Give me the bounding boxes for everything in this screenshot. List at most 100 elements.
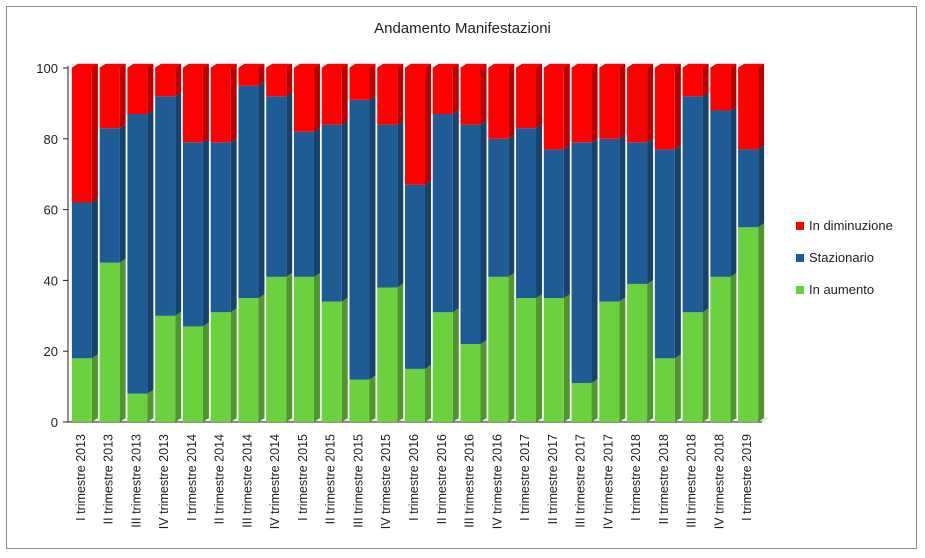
bar-top-face [404,63,432,69]
bar-in-aumento [571,379,598,422]
bar-top-face [681,63,710,69]
bar-side-face [536,124,543,299]
bar-side-face [702,308,709,422]
bar-side-face [341,64,348,125]
bar-front-face [127,114,148,394]
y-tick-label: 20 [44,344,58,359]
bar-front-face [488,276,509,422]
bar-top-face [265,63,294,69]
bar-in-aumento [155,311,182,422]
bar-top-face [376,63,405,69]
bar-front-face [543,149,564,299]
bar-front-face [516,68,537,129]
bar-front-face [738,149,759,228]
bar-stazionario [627,138,654,284]
bar-in-aumento [710,272,737,422]
bar-stazionario [710,106,737,277]
bar-side-face [647,138,654,284]
bar-side-face [425,64,431,185]
bar-side-face [730,272,737,422]
bar-top-face [737,63,765,69]
bar-stack [459,63,488,422]
bar-side-face [175,64,182,97]
bar-stazionario [349,95,376,380]
bar-front-face [99,128,120,263]
bar-in-aumento [516,294,543,422]
bar-in-aumento [182,322,209,422]
bar-stazionario [293,127,320,277]
y-tick-label: 60 [44,203,58,218]
bar-stack [542,63,571,422]
bar-front-face [155,96,176,316]
bar-front-face [654,149,675,359]
bar-in-aumento [127,389,154,422]
bar-side-face [202,138,209,327]
bar-stazionario [488,134,515,277]
bar-side-face [369,95,376,380]
bar-in-diminuzione [431,63,460,115]
x-tick-label: IV trimestre 2018 [712,434,726,529]
bar-side-face [369,375,376,422]
bar-front-face [71,202,92,359]
bar-front-face [155,315,176,422]
bar-front-face [432,312,453,422]
bar-front-face [682,96,703,313]
bar-front-face [710,276,731,422]
bar-front-face [210,68,231,143]
bar-stazionario [377,120,404,288]
bar-in-diminuzione [265,63,294,97]
bar-side-face [369,64,376,100]
bar-top-face [98,63,127,69]
bar-stazionario [127,110,154,394]
bar-in-aumento [349,375,376,422]
bar-in-diminuzione [98,63,127,129]
bar-side-face [119,258,126,422]
bar-side-face [313,272,320,422]
bar-stack [237,63,266,422]
bar-front-face [654,358,675,422]
bar-side-face [758,64,765,150]
bar-front-face [266,276,287,422]
bar-front-face [238,298,259,422]
bar-side-face [258,64,265,86]
bar-side-face [313,127,320,277]
bar-side-face [313,64,320,132]
bar-side-face [647,279,654,422]
bar-stazionario [599,134,626,302]
bar-stazionario [432,110,459,313]
bar-side-face [563,64,570,150]
bar-front-face [405,184,425,369]
bar-in-diminuzione [348,63,377,100]
bar-stazionario [266,92,293,277]
bar-front-face [460,124,481,345]
y-tick-labels: 0 20 40 60 80 100 [36,61,58,430]
bar-top-face [320,63,349,69]
bar-side-face [397,120,404,288]
bar-side-face [480,120,487,345]
bar-in-diminuzione [154,63,182,97]
y-tick-label: 100 [36,61,58,76]
bar-front-face [266,68,287,97]
bar-side-face [508,64,515,139]
bar-side-face [619,134,626,302]
bar-side-face [508,134,515,277]
bar-in-aumento [405,364,431,422]
bar-side-face [591,138,598,384]
bar-front-face [654,68,675,150]
bar-side-face [508,272,515,422]
bar-side-face [452,110,459,313]
bar-stazionario [238,81,265,299]
x-tick-label: I trimestre 2018 [629,434,643,521]
bar-top-face [237,63,266,69]
bar-stack [71,63,99,422]
bar-front-face [460,344,481,422]
bar-front-face [238,68,259,86]
bar-front-face [127,393,148,422]
x-tick-label: I trimestre 2017 [518,434,532,521]
bar-stack [570,63,599,422]
bar-side-face [619,297,626,422]
bar-top-face [348,63,377,69]
bar-front-face [599,138,620,302]
x-tick-label: IV trimestre 2016 [490,434,504,529]
bar-side-face [258,81,265,299]
